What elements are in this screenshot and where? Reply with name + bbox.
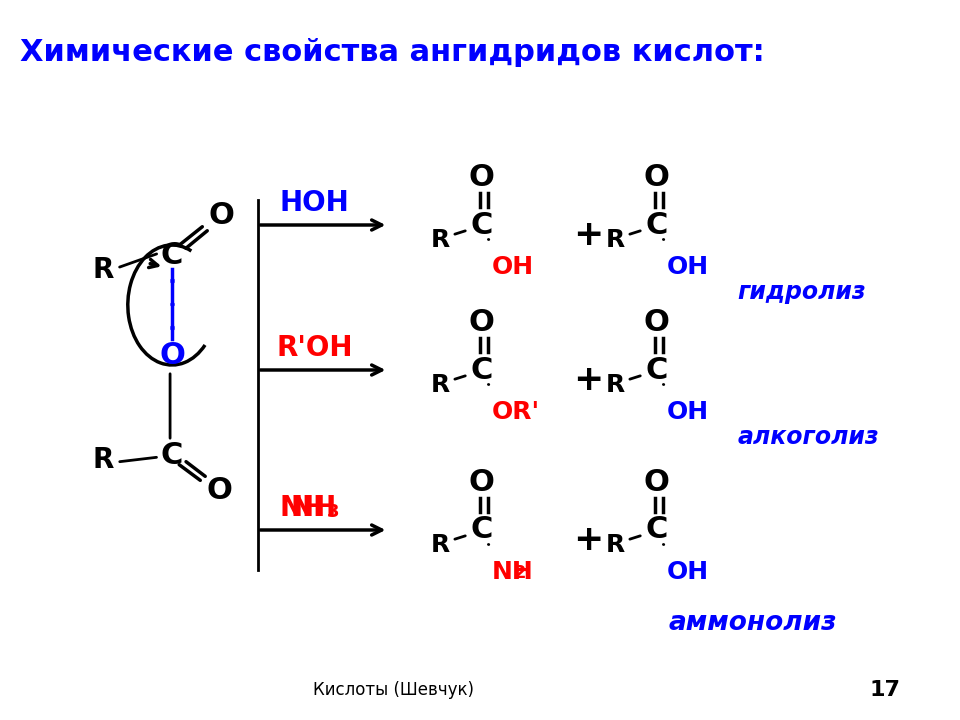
Text: OH: OH	[666, 400, 708, 424]
Text: +: +	[573, 363, 603, 397]
Text: C: C	[645, 356, 668, 384]
Text: C: C	[161, 441, 183, 469]
Text: NH: NH	[290, 494, 336, 522]
Text: O: O	[468, 163, 494, 192]
Text: 17: 17	[869, 680, 900, 700]
Text: аммонолиз: аммонолиз	[668, 610, 837, 636]
Text: C: C	[470, 516, 492, 544]
Text: 2: 2	[514, 564, 526, 582]
Text: +: +	[573, 218, 603, 252]
Text: R: R	[431, 228, 450, 252]
Text: R: R	[606, 373, 625, 397]
Text: HOH: HOH	[279, 189, 349, 217]
Text: O: O	[644, 307, 670, 336]
Text: O: O	[206, 475, 232, 505]
Text: C: C	[161, 240, 183, 269]
Text: O: O	[468, 307, 494, 336]
Text: O: O	[208, 200, 234, 230]
Text: C: C	[470, 356, 492, 384]
Text: OH: OH	[666, 255, 708, 279]
Text: R'OH: R'OH	[276, 334, 353, 362]
Text: R: R	[431, 373, 450, 397]
Text: Кислоты (Шевчук): Кислоты (Шевчук)	[313, 681, 473, 699]
Text: C: C	[470, 210, 492, 240]
Text: Химические свойства ангидридов кислот:: Химические свойства ангидридов кислот:	[19, 38, 764, 67]
Text: OR': OR'	[492, 400, 540, 424]
Text: R: R	[431, 533, 450, 557]
Text: алкоголиз: алкоголиз	[737, 425, 879, 449]
Text: R: R	[606, 228, 625, 252]
Text: 3: 3	[326, 503, 339, 521]
Text: NH: NH	[492, 560, 534, 584]
Text: NH: NH	[279, 494, 325, 522]
Text: O: O	[159, 341, 185, 369]
Text: гидролиз: гидролиз	[737, 280, 866, 304]
Text: R: R	[92, 256, 114, 284]
Text: R: R	[606, 533, 625, 557]
Text: O: O	[644, 467, 670, 497]
Text: R: R	[92, 446, 114, 474]
Text: OH: OH	[666, 560, 708, 584]
Text: O: O	[644, 163, 670, 192]
Text: OH: OH	[492, 255, 534, 279]
Text: +: +	[573, 523, 603, 557]
Text: C: C	[645, 210, 668, 240]
Text: C: C	[645, 516, 668, 544]
Text: O: O	[468, 467, 494, 497]
